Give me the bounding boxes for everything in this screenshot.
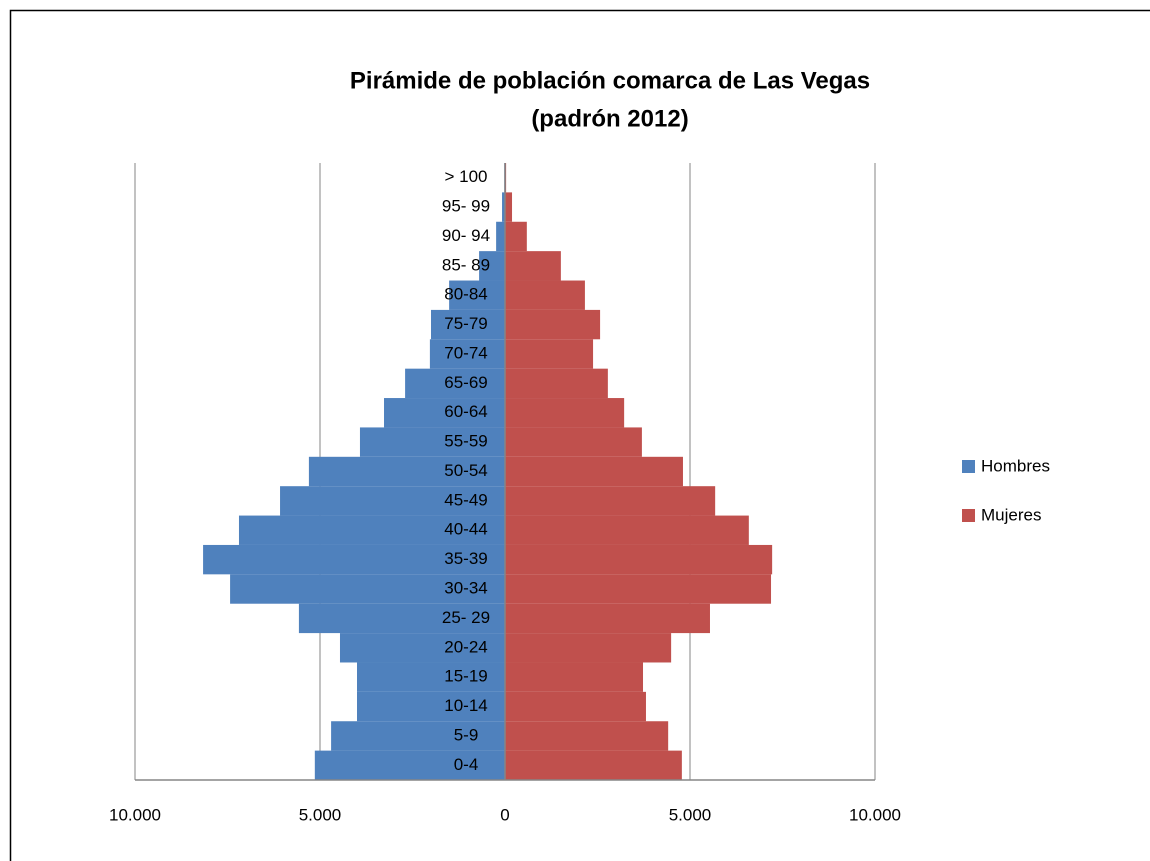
x-tick-label: 10.000 (109, 805, 161, 824)
y-tick-label: 75-79 (444, 314, 487, 333)
bar (502, 192, 505, 222)
y-tick-label: 45-49 (444, 490, 487, 509)
y-tick-label: 70-74 (444, 343, 487, 362)
bar (505, 309, 601, 340)
bar (505, 221, 527, 252)
y-tick-label: 80-84 (444, 285, 487, 304)
bar (384, 398, 505, 428)
bar (357, 691, 505, 722)
bar (359, 427, 505, 457)
bar (505, 368, 608, 399)
legend-swatch (962, 509, 975, 522)
bar (505, 339, 594, 369)
y-tick-label: 65-69 (444, 373, 487, 392)
bar (314, 750, 505, 780)
bar (505, 251, 561, 281)
x-tick-label: 10.000 (849, 805, 901, 824)
y-tick-label: 0-4 (454, 755, 479, 774)
legend-label: Mujeres (981, 505, 1041, 524)
x-tick-label: 5.000 (299, 805, 342, 824)
bar (505, 750, 682, 780)
chart-title: Pirámide de población comarca de Las Veg… (350, 67, 870, 94)
bar (505, 544, 773, 575)
y-tick-label: 20-24 (444, 637, 487, 656)
bar (505, 721, 669, 751)
bar (203, 544, 505, 575)
bar (505, 192, 513, 222)
x-tick-label: 5.000 (669, 805, 712, 824)
y-tick-label: 15-19 (444, 667, 487, 686)
bar (431, 309, 505, 340)
bar (505, 691, 646, 722)
y-tick-label: 30-34 (444, 579, 487, 598)
legend-label: Hombres (981, 456, 1050, 475)
y-tick-label: 10-14 (444, 696, 487, 715)
y-tick-label: > 100 (444, 167, 487, 186)
legend-swatch (962, 460, 975, 473)
y-tick-label: 25- 29 (442, 608, 490, 627)
y-tick-label: 35-39 (444, 549, 487, 568)
bar (505, 603, 710, 634)
bar (505, 486, 716, 516)
bar (357, 662, 505, 692)
y-tick-label: 55-59 (444, 432, 487, 451)
bar (496, 221, 505, 252)
bar (298, 603, 505, 634)
bar (505, 633, 672, 663)
bar (280, 486, 505, 516)
y-tick-label: 60-64 (444, 402, 487, 421)
bar (505, 280, 585, 310)
bar (405, 368, 505, 399)
bar (429, 339, 505, 369)
y-tick-label: 50-54 (444, 461, 487, 480)
bar (505, 427, 642, 457)
y-tick-label: 90- 94 (442, 226, 490, 245)
x-tick-label: 0 (500, 805, 509, 824)
bar (505, 574, 772, 604)
y-tick-label: 40-44 (444, 520, 487, 539)
bar (331, 721, 505, 751)
bar (238, 515, 505, 545)
bar (505, 515, 749, 545)
bar (505, 662, 644, 692)
bar (505, 398, 625, 428)
y-tick-label: 85- 89 (442, 255, 490, 274)
bar (479, 251, 505, 281)
bar (339, 633, 505, 663)
y-tick-label: 5-9 (454, 725, 479, 744)
chart-title: (padrón 2012) (531, 105, 688, 132)
bar (449, 280, 505, 310)
bar (230, 574, 505, 604)
chart-border (9, 9, 1150, 861)
bar (308, 456, 505, 487)
bar (505, 456, 683, 487)
y-tick-label: 95- 99 (442, 197, 490, 216)
